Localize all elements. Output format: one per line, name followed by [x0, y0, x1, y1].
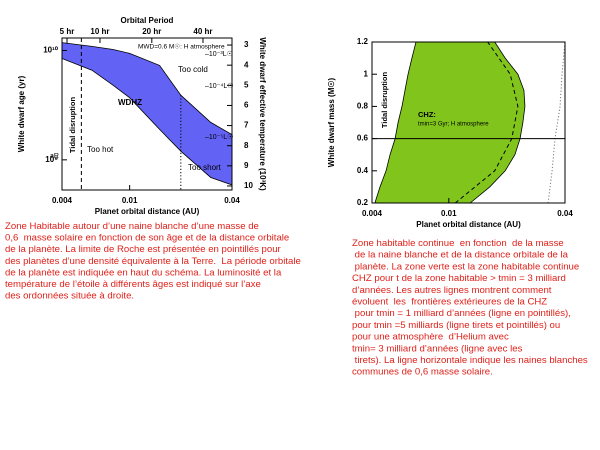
x-tick-label: 0.04 [224, 196, 240, 205]
caption-line: planète. La zone verte est la zone habit… [352, 261, 579, 272]
caption-line: température de l’étoile à différents âge… [5, 279, 261, 290]
caption-line: d’années. Les autres lignes montrent com… [352, 285, 552, 296]
plot-frame [61, 37, 233, 191]
y-tick-label: 0.4 [357, 166, 369, 175]
caption-line: de la planète est indiquée en haut du sc… [5, 267, 282, 278]
x-axis-title: Planet orbital distance (AU) [416, 220, 521, 229]
x-tick-label: 0.04 [557, 209, 573, 218]
y2-tick-label: 5 [244, 80, 249, 89]
caption-line: pour tmin = 1 milliard d’années (ligne e… [352, 308, 571, 319]
annotation: –10⁻⁵L☉ [205, 133, 233, 141]
annotation: CHZ: [418, 110, 436, 119]
caption-line: des ordonnées située à droite. [5, 291, 134, 302]
caption-line: Zone Habitable autour d’une naine blanch… [5, 221, 259, 232]
x2-tick-label: 40 hr [193, 27, 212, 36]
y-tick-label: 0.6 [357, 134, 369, 143]
caption-line: de la planète. La limite de Roche est pr… [5, 244, 282, 255]
y2-tick-label: 4 [244, 60, 249, 69]
annotation: Too hot [87, 145, 114, 154]
caption-line: CHZ pour t de la zone habitable > tmin =… [352, 273, 566, 284]
x2-tick-label: 20 hr [142, 27, 161, 36]
y2-tick-label: 6 [244, 101, 249, 110]
y2-tick-label: 8 [244, 141, 249, 150]
annotation: Too short [188, 163, 222, 172]
caption-line: tmin= 3 milliard d’années (ligne avec le… [352, 343, 523, 354]
y-tick-label: 0.2 [357, 198, 369, 207]
y-tick-label: 10¹⁰ [43, 46, 59, 55]
y2-tick-label: 3 [244, 40, 249, 49]
caption-line: tirets). La ligne horizontale indique le… [352, 355, 588, 366]
y2-tick-label: 9 [244, 161, 249, 170]
caption-line: des planètes d’une densité équivalente à… [5, 256, 301, 267]
x2-tick-label: 10 hr [90, 27, 109, 36]
x-tick-label: 0.004 [362, 209, 383, 218]
y-tick-label: 1 [364, 69, 369, 78]
annotation: tmin=3 Gyr; H atmosphere [418, 122, 489, 128]
caption-line: 0,6 masse solaire en fonction de son âge… [5, 233, 289, 244]
x-axis-title: Planet orbital distance (AU) [95, 207, 200, 216]
annotation: Too cold [178, 65, 208, 74]
y2-tick-label: 7 [244, 121, 249, 130]
caption-line: Zone habitable continue en fonction de l… [352, 238, 564, 249]
annotation: Tidal disruption [380, 72, 389, 129]
caption-line: communes de 0,6 masse solaire. [352, 367, 493, 378]
x-tick-label: 0.01 [441, 209, 457, 218]
y2-tick-label: 10 [244, 181, 253, 190]
x2-tick-label: 5 hr [60, 27, 75, 36]
y-tick-label: 1.2 [357, 37, 369, 46]
annotation: –10⁻³L☉ [205, 50, 233, 58]
boundary-line [454, 41, 519, 204]
annotation: WDHZ [118, 98, 142, 107]
x-tick-label: 0.004 [52, 196, 73, 205]
y-tick-label: 10⁹ [45, 155, 58, 164]
caption-line: évoluent les frontières extérieures de l… [352, 297, 547, 308]
annotation: –10⁻⁴L☉ [205, 82, 234, 90]
x-tick-label: 0.01 [122, 196, 138, 205]
caption-line: pour tmin =5 milliards (ligne tirets et … [352, 320, 560, 331]
annotation: Tidal disruption [68, 97, 77, 154]
annotation: aR [50, 153, 59, 160]
y-axis-title: White dwarf mass (M☉) [327, 77, 336, 167]
annotation: MWD=0.6 M☉: H atmosphere [138, 43, 225, 51]
y2-axis-title: White dwarf effective temperature (10³K) [258, 37, 267, 191]
y-axis-title: White dwarf age (yr) [17, 75, 26, 152]
caption-line: pour une atmosphère d’Helium avec [352, 332, 509, 343]
x2-axis-title: Orbital Period [121, 16, 174, 25]
y-tick-label: 0.8 [357, 102, 369, 111]
caption-line: de la naine blanche et de la distance or… [352, 250, 569, 261]
boundary-line [547, 41, 566, 204]
plot-frame [371, 41, 566, 204]
